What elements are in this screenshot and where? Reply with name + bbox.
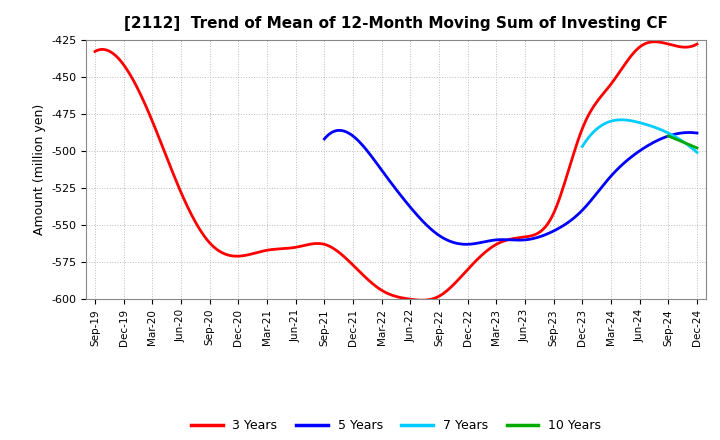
Line: 3 Years: 3 Years — [95, 42, 697, 300]
3 Years — [93, 48, 102, 53]
Line: 5 Years: 5 Years — [324, 130, 697, 244]
Line: 10 Years: 10 Years — [668, 136, 697, 148]
7 Years — [578, 144, 587, 149]
3 Years — [449, 282, 458, 287]
Legend: 3 Years, 5 Years, 7 Years, 10 Years: 3 Years, 5 Years, 7 Years, 10 Years — [186, 414, 606, 437]
7 Years — [649, 124, 657, 129]
5 Years — [543, 231, 552, 236]
7 Years — [693, 150, 701, 155]
7 Years — [647, 123, 655, 128]
3 Years — [600, 90, 608, 95]
7 Years — [675, 136, 684, 142]
5 Years — [636, 147, 645, 153]
3 Years — [639, 42, 647, 48]
Y-axis label: Amount (million yen): Amount (million yen) — [33, 104, 46, 235]
Line: 7 Years: 7 Years — [582, 120, 697, 152]
5 Years — [462, 242, 471, 247]
5 Years — [321, 135, 330, 140]
7 Years — [647, 123, 655, 128]
Title: [2112]  Trend of Mean of 12-Month Moving Sum of Investing CF: [2112] Trend of Mean of 12-Month Moving … — [124, 16, 668, 32]
3 Years — [650, 39, 659, 44]
3 Years — [451, 280, 459, 286]
10 Years — [664, 133, 672, 139]
7 Years — [617, 117, 626, 122]
10 Years — [693, 145, 701, 150]
5 Years — [320, 136, 328, 142]
5 Years — [544, 231, 553, 236]
5 Years — [660, 135, 669, 140]
3 Years — [417, 297, 426, 303]
5 Years — [693, 130, 701, 136]
7 Years — [578, 143, 587, 148]
3 Years — [693, 41, 701, 47]
3 Years — [461, 269, 469, 275]
7 Years — [683, 141, 691, 147]
5 Years — [335, 128, 343, 133]
3 Years — [91, 49, 99, 54]
5 Years — [551, 227, 559, 233]
